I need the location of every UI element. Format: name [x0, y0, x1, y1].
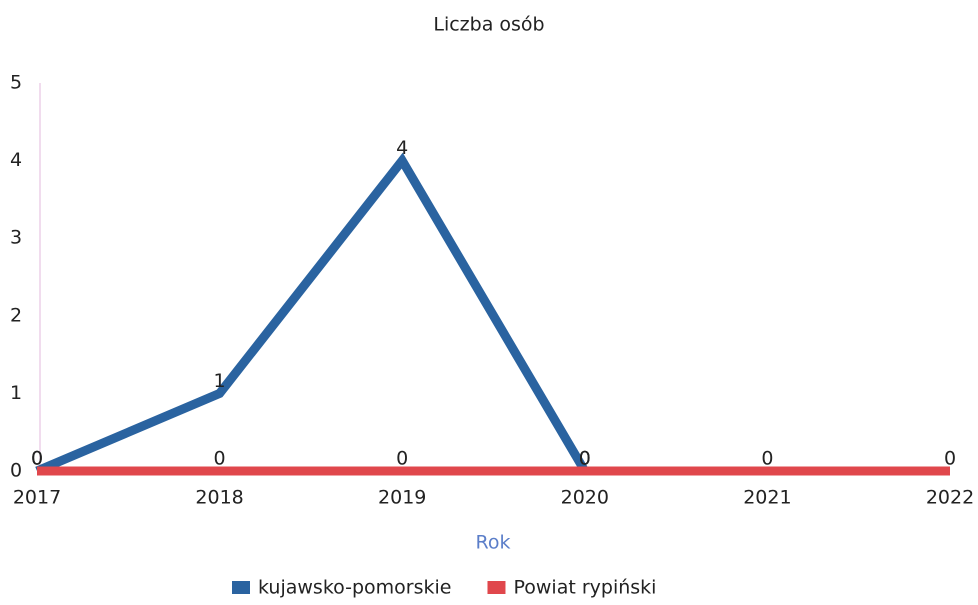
- series-line: [35, 152, 589, 476]
- x-tick-label: 2022: [926, 487, 974, 509]
- data-label: 0: [396, 448, 408, 470]
- legend-label: kujawsko-pomorskie: [258, 577, 451, 599]
- y-tick-label: 1: [10, 382, 22, 404]
- data-label: 0: [761, 448, 773, 470]
- data-label: 0: [31, 448, 43, 470]
- y-tick-label: 0: [10, 460, 22, 482]
- y-tick-label: 2: [10, 304, 22, 326]
- data-label: 0: [31, 448, 43, 470]
- data-label: 1: [214, 370, 226, 392]
- data-label: 4: [396, 137, 408, 159]
- legend-swatch: [232, 581, 250, 594]
- x-tick-label: 2018: [195, 487, 243, 509]
- legend-label: Powiat rypiński: [513, 577, 656, 599]
- data-label: 0: [944, 448, 956, 470]
- chart-title: Liczba osób: [433, 14, 544, 36]
- data-label: 0: [214, 448, 226, 470]
- data-label: 0: [579, 448, 591, 470]
- x-tick-label: 2021: [743, 487, 791, 509]
- legend-swatch: [487, 581, 506, 594]
- data-label: 0: [579, 448, 591, 470]
- y-tick-label: 5: [10, 72, 22, 94]
- y-tick-label: 3: [10, 227, 22, 249]
- x-tick-label: 2020: [561, 487, 609, 509]
- y-tick-label: 4: [10, 149, 22, 171]
- x-tick-label: 2017: [13, 487, 61, 509]
- x-axis-label: Rok: [476, 532, 511, 554]
- x-tick-label: 2019: [378, 487, 426, 509]
